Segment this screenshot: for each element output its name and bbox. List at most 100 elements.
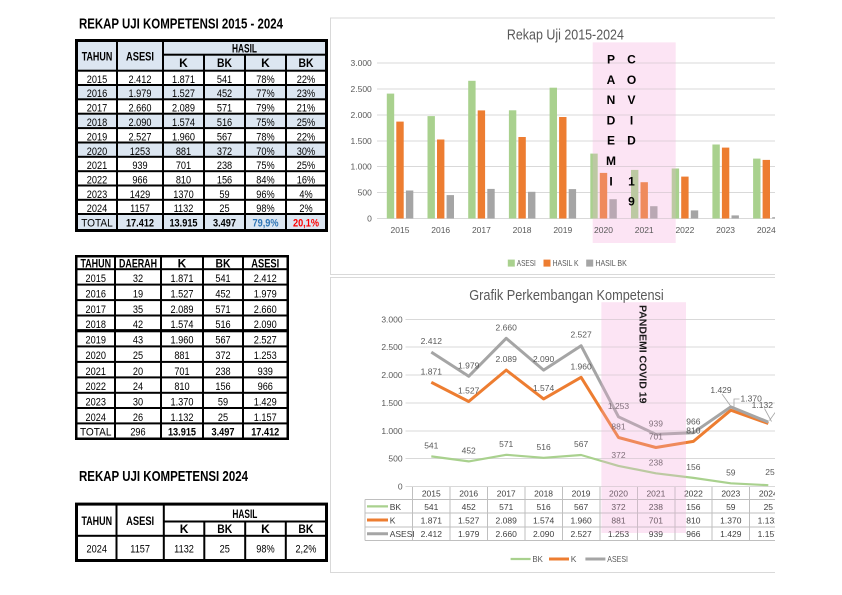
svg-text:156: 156: [215, 381, 231, 393]
svg-text:HASIL: HASIL: [232, 507, 257, 521]
svg-text:541: 541: [215, 273, 231, 285]
svg-text:2019: 2019: [553, 225, 572, 235]
svg-text:1.527: 1.527: [458, 386, 480, 396]
svg-text:2024: 2024: [87, 544, 108, 556]
svg-text:2017: 2017: [472, 225, 491, 235]
svg-text:1.132: 1.132: [171, 412, 194, 424]
svg-text:2024: 2024: [757, 225, 776, 235]
svg-text:2022: 2022: [87, 175, 108, 187]
svg-text:2015: 2015: [422, 488, 441, 498]
svg-text:2.412: 2.412: [254, 273, 277, 285]
svg-text:238: 238: [217, 160, 233, 172]
svg-text:2022: 2022: [86, 381, 107, 393]
svg-text:516: 516: [215, 319, 231, 331]
svg-text:1.253: 1.253: [254, 350, 277, 362]
svg-text:1.000: 1.000: [381, 426, 403, 436]
svg-text:Rekap Uji 2015-2024: Rekap Uji 2015-2024: [507, 28, 624, 44]
svg-text:1.132: 1.132: [752, 400, 774, 410]
svg-text:1.574: 1.574: [533, 515, 555, 525]
svg-text:1.000: 1.000: [351, 162, 373, 172]
svg-text:21%: 21%: [297, 103, 315, 115]
svg-text:M: M: [606, 154, 616, 168]
svg-text:1429: 1429: [130, 189, 151, 201]
svg-text:ASESI: ASESI: [390, 529, 415, 539]
svg-text:1.370: 1.370: [720, 515, 742, 525]
svg-text:26: 26: [133, 412, 143, 424]
svg-text:939: 939: [258, 366, 274, 378]
svg-text:BK: BK: [299, 56, 314, 70]
svg-text:2020: 2020: [609, 488, 628, 498]
svg-text:98%: 98%: [256, 544, 274, 556]
svg-text:2.000: 2.000: [381, 370, 403, 380]
svg-text:17.412: 17.412: [251, 427, 279, 439]
svg-text:D: D: [627, 134, 636, 148]
svg-text:810: 810: [686, 515, 700, 525]
svg-text:20: 20: [133, 366, 143, 378]
svg-text:13.915: 13.915: [168, 427, 196, 439]
svg-text:881: 881: [176, 146, 192, 158]
svg-text:452: 452: [462, 502, 476, 512]
svg-text:K: K: [179, 56, 188, 70]
svg-text:571: 571: [499, 502, 513, 512]
svg-text:2019: 2019: [87, 132, 108, 144]
svg-text:25: 25: [133, 350, 143, 362]
svg-text:1.527: 1.527: [171, 289, 194, 301]
svg-text:1.871: 1.871: [171, 273, 194, 285]
svg-text:32: 32: [133, 273, 143, 285]
svg-text:939: 939: [649, 418, 663, 428]
svg-text:2023: 2023: [716, 225, 735, 235]
svg-text:59: 59: [726, 467, 736, 477]
svg-text:2015: 2015: [86, 273, 107, 285]
svg-text:2.412: 2.412: [129, 74, 152, 86]
svg-text:2.660: 2.660: [496, 529, 518, 539]
svg-text:70%: 70%: [256, 146, 274, 158]
svg-text:30: 30: [133, 397, 143, 409]
svg-text:I: I: [609, 174, 612, 188]
svg-text:K: K: [180, 522, 189, 536]
svg-text:2018: 2018: [513, 225, 532, 235]
svg-text:20,1%: 20,1%: [293, 218, 319, 230]
svg-text:2015: 2015: [87, 74, 108, 86]
svg-text:541: 541: [217, 74, 233, 86]
svg-text:2.660: 2.660: [129, 103, 152, 115]
svg-text:78%: 78%: [256, 132, 274, 144]
svg-text:571: 571: [499, 439, 513, 449]
svg-text:1253: 1253: [130, 146, 151, 158]
svg-text:2024: 2024: [759, 488, 778, 498]
svg-text:1132: 1132: [174, 544, 194, 556]
svg-text:372: 372: [611, 502, 625, 512]
svg-text:810: 810: [174, 381, 190, 393]
svg-text:1.429: 1.429: [254, 397, 277, 409]
svg-text:2%: 2%: [299, 203, 312, 215]
svg-text:567: 567: [574, 502, 588, 512]
svg-text:K: K: [261, 56, 270, 70]
svg-text:1.979: 1.979: [254, 289, 277, 301]
svg-text:1.370: 1.370: [171, 397, 194, 409]
svg-text:1.979: 1.979: [129, 88, 152, 100]
svg-text:REKAP UJI KOMPETENSI 2015 - 20: REKAP UJI KOMPETENSI 2015 - 2024: [79, 16, 284, 33]
svg-text:701: 701: [649, 515, 663, 525]
svg-text:571: 571: [215, 304, 231, 316]
svg-text:2.090: 2.090: [533, 529, 555, 539]
svg-text:P: P: [607, 53, 615, 67]
svg-text:2022: 2022: [684, 488, 703, 498]
svg-text:59: 59: [219, 189, 229, 201]
svg-text:HASIL BK: HASIL BK: [595, 258, 627, 268]
svg-text:2021: 2021: [635, 225, 654, 235]
svg-text:BK: BK: [216, 256, 231, 270]
svg-text:REKAP UJI KOMPETENSI 2024: REKAP UJI KOMPETENSI 2024: [79, 468, 248, 485]
svg-text:1370: 1370: [173, 189, 194, 201]
svg-text:1.960: 1.960: [171, 335, 194, 347]
svg-text:2016: 2016: [86, 289, 107, 301]
svg-text:1.979: 1.979: [458, 529, 480, 539]
svg-text:25: 25: [218, 412, 228, 424]
svg-text:541: 541: [424, 502, 438, 512]
svg-text:1.500: 1.500: [381, 398, 403, 408]
svg-text:701: 701: [176, 160, 192, 172]
svg-text:372: 372: [611, 450, 625, 460]
svg-text:C: C: [627, 53, 636, 67]
svg-text:TOTAL: TOTAL: [80, 427, 112, 439]
svg-text:23%: 23%: [297, 88, 315, 100]
svg-text:4%: 4%: [299, 189, 312, 201]
svg-text:156: 156: [217, 175, 233, 187]
